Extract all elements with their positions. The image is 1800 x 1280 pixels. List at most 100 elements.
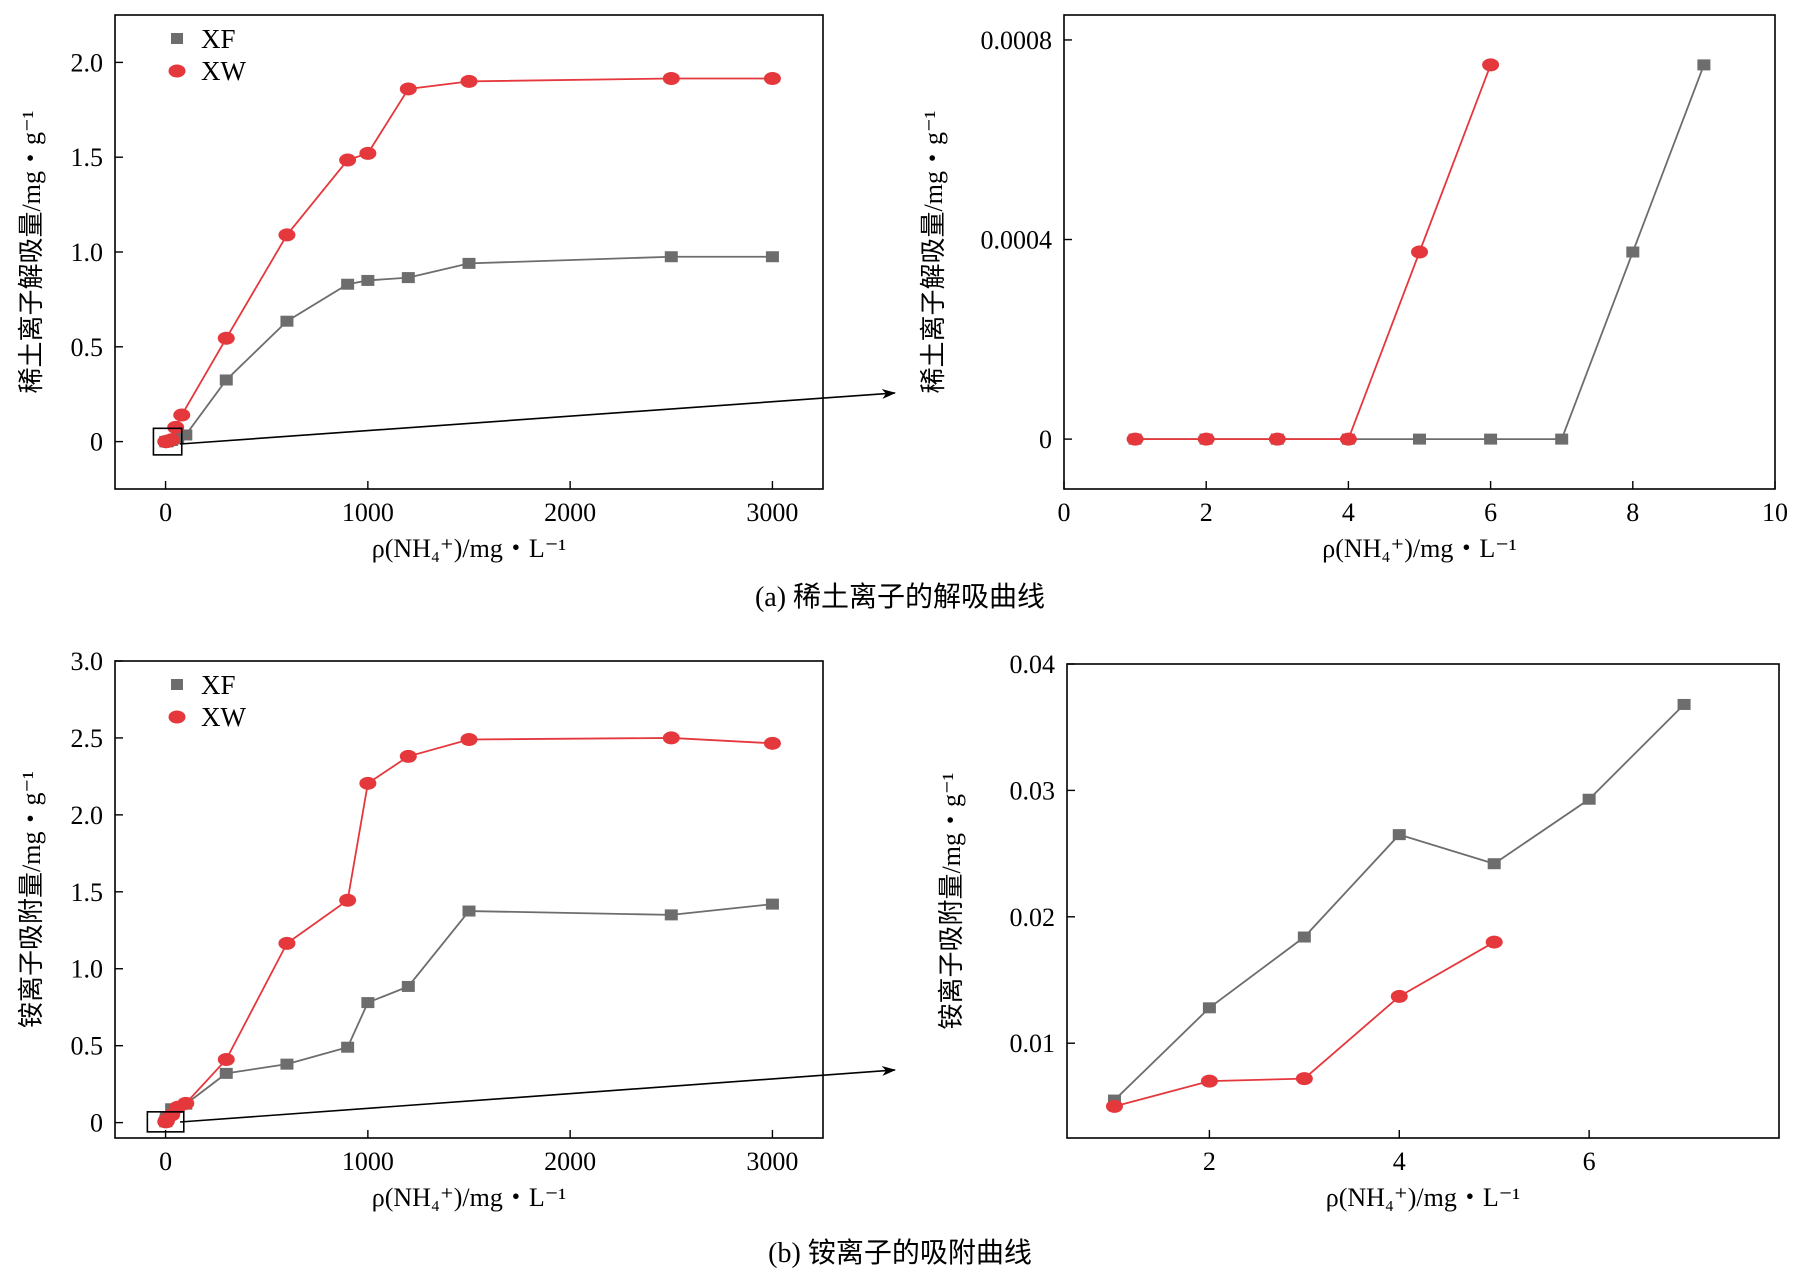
x-tick-label: 3000 [746, 1147, 798, 1176]
data-point-xf [219, 374, 233, 386]
series-line-xf [165, 255, 773, 443]
data-point-xw [399, 82, 417, 96]
legend-marker-xw [168, 64, 186, 78]
y-tick-label: 0.03 [1010, 776, 1056, 805]
data-point-xw [1485, 935, 1503, 949]
data-point-xw [1126, 432, 1144, 446]
x-axis-label: ρ(NH₄⁺)/mg・L⁻¹ [1322, 534, 1516, 563]
chart-a-inset: 0 2 4 6 8 10 0 0.0004 0.0008 ρ(NH₄⁺)/mg・L⁻¹ 稀土离子解吸… [919, 14, 1788, 563]
y-axis-label: 稀土离子解吸量/mg・g⁻¹ [17, 111, 46, 394]
data-point-xw [278, 936, 296, 950]
y-tick-label: 0.5 [71, 333, 104, 362]
plot-frame [1063, 14, 1776, 490]
data-point-xf [1555, 433, 1569, 445]
legend-marker-xf [171, 33, 183, 44]
data-point-xf [219, 1067, 233, 1079]
data-point-xw [460, 74, 478, 88]
y-tick-label: 0.02 [1010, 903, 1056, 932]
chart-b-inset: 2 4 6 0.01 0.02 0.03 0.04 ρ(NH₄⁺)/mg・L⁻¹ 铵离子吸附量/… [937, 650, 1780, 1212]
series-line-xf [1113, 703, 1685, 1101]
y-tick-label: 0.0004 [981, 226, 1053, 255]
data-point-xf [280, 315, 294, 327]
x-tick-label: 4 [1393, 1147, 1406, 1176]
x-tick-label: 8 [1626, 498, 1639, 527]
y-tick-label: 0 [90, 428, 103, 457]
y-axis-label: 铵离子吸附量/mg・g⁻¹ [937, 773, 966, 1030]
x-tick-label: 0 [159, 1147, 172, 1176]
data-point-xf [462, 257, 476, 269]
x-tick-label: 2 [1200, 498, 1213, 527]
data-point-xf [765, 898, 779, 910]
data-point-xf [1413, 433, 1426, 445]
chart-b-main: 0 1000 2000 3000 0 0.5 1.0 1.5 2.0 2.5 3.0 ρ(NH₄⁺)/… [17, 647, 824, 1212]
data-point-xw [1390, 989, 1408, 1003]
y-tick-label: 1.0 [71, 955, 104, 984]
data-point-xw [217, 1053, 235, 1067]
data-point-xw [1197, 432, 1215, 446]
x-axis-label: ρ(NH₄⁺)/mg・L⁻¹ [1326, 1183, 1520, 1212]
data-point-xw [1482, 58, 1500, 72]
data-point-xw [1411, 245, 1428, 259]
plot-frame [1066, 663, 1780, 1139]
data-point-xw [359, 146, 377, 160]
y-tick-label: 1.5 [71, 143, 104, 172]
data-point-xw [763, 736, 781, 750]
y-tick-label: 0.5 [71, 1032, 104, 1061]
data-point-xw [1200, 1074, 1218, 1088]
x-tick-label: 0 [159, 498, 172, 527]
y-tick-label: 3.0 [71, 647, 104, 676]
legend-label-xw: XW [201, 702, 246, 732]
data-point-xw [173, 408, 191, 422]
data-point-xw [177, 1096, 195, 1110]
y-tick-label: 0.01 [1010, 1029, 1056, 1058]
data-point-xf [1677, 698, 1691, 710]
data-point-xf [765, 251, 779, 263]
y-tick-label: 0.04 [1010, 650, 1056, 679]
data-point-xw [1268, 432, 1286, 446]
data-point-xf [361, 274, 375, 286]
x-axis-label: ρ(NH₄⁺)/mg・L⁻¹ [372, 534, 566, 563]
legend-marker-xw [168, 710, 186, 724]
x-tick-label: 10 [1762, 498, 1788, 527]
data-point-xw [163, 433, 181, 447]
data-point-xw [359, 776, 377, 790]
data-point-xw [1339, 432, 1357, 446]
x-tick-label: 1000 [342, 498, 394, 527]
data-point-xw [167, 420, 185, 434]
x-axis-label: ρ(NH₄⁺)/mg・L⁻¹ [372, 1183, 566, 1212]
data-point-xf [179, 429, 193, 441]
legend-label-xf: XF [201, 24, 236, 54]
data-point-xf [280, 1058, 294, 1070]
y-tick-label: 0.0008 [981, 26, 1053, 55]
data-point-xw [763, 72, 781, 86]
data-point-xf [1297, 931, 1311, 943]
data-point-xf [361, 997, 375, 1009]
data-point-xw [399, 749, 417, 763]
x-tick-label: 0 [1058, 498, 1071, 527]
data-point-xf [341, 1041, 355, 1053]
series-line-xf [164, 903, 773, 1122]
zoom-box [152, 427, 183, 456]
x-tick-label: 6 [1583, 1147, 1596, 1176]
x-tick-label: 4 [1342, 498, 1355, 527]
zoom-arrow-b [179, 1065, 896, 1123]
y-tick-label: 1.5 [71, 878, 104, 907]
data-point-xw [662, 731, 680, 745]
data-point-xf [1484, 433, 1498, 445]
data-point-xw [278, 228, 296, 242]
plot-frame [114, 660, 824, 1139]
data-point-xf [401, 980, 415, 992]
x-tick-label: 2000 [544, 498, 596, 527]
y-tick-label: 2.0 [71, 48, 104, 77]
data-point-xw [339, 153, 357, 167]
series-line-xw [165, 737, 773, 1123]
x-tick-label: 3000 [746, 498, 798, 527]
zoom-arrow-a [179, 388, 896, 445]
data-point-xf [1487, 858, 1501, 870]
data-point-xf [1697, 59, 1711, 71]
data-point-xw [1105, 1099, 1123, 1113]
legend-label-xf: XF [201, 670, 236, 700]
y-tick-label: 0 [1039, 425, 1052, 454]
y-tick-label: 2.0 [71, 801, 104, 830]
